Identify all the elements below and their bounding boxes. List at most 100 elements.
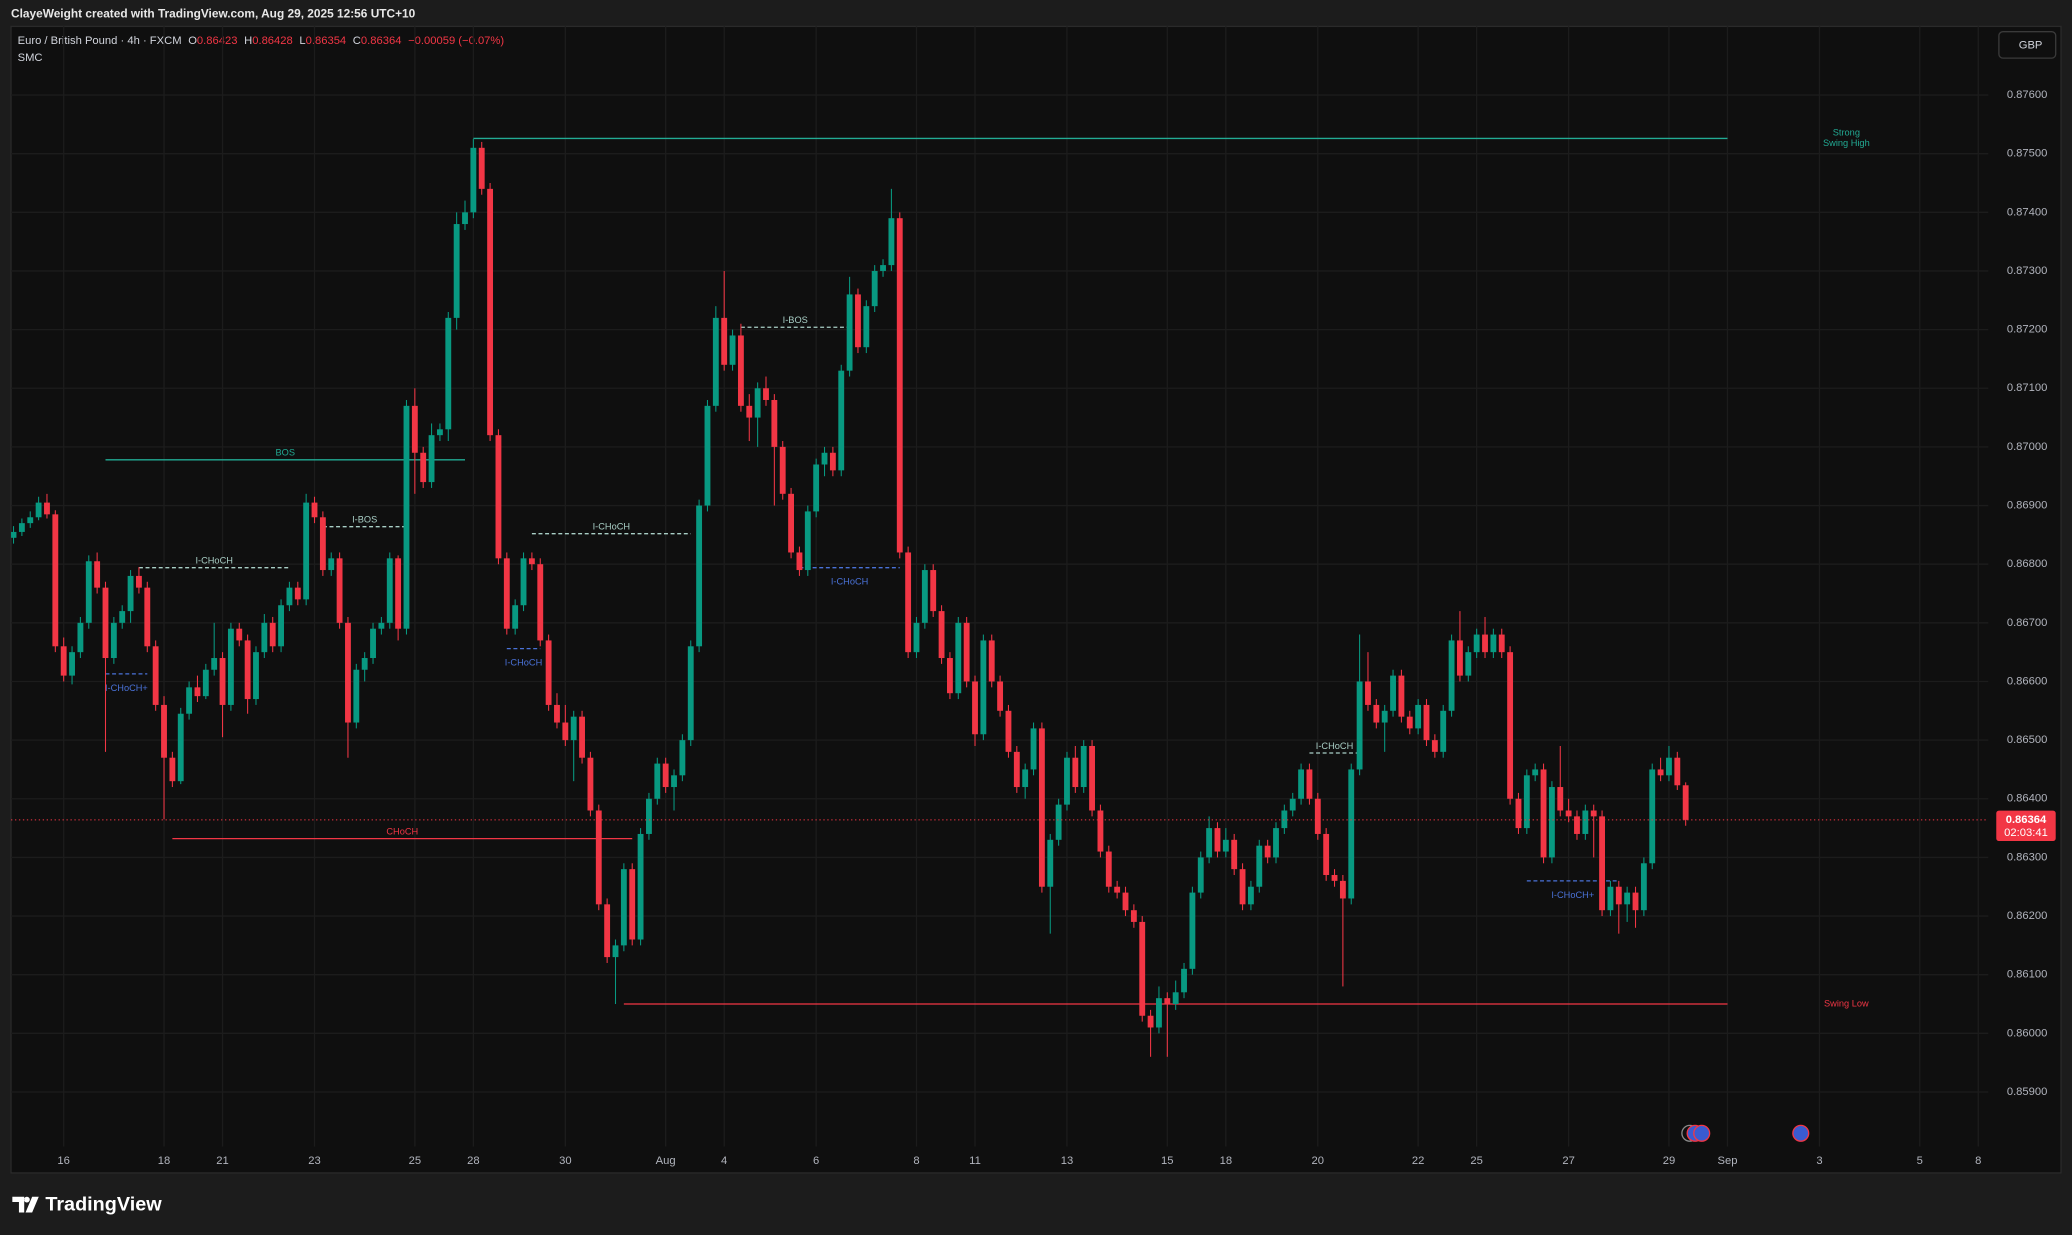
candle-body (1482, 634, 1488, 653)
candle-body (69, 652, 75, 676)
candle-body (1038, 728, 1045, 887)
candle-body (94, 561, 101, 588)
candle-body (1097, 810, 1104, 852)
candle-body (152, 646, 159, 705)
candle-body (671, 775, 677, 788)
chart-panel (10, 25, 2062, 1174)
candle-body (938, 611, 945, 659)
legend-value: 0.86423 (197, 35, 238, 47)
x-tick-label: 25 (409, 1155, 421, 1167)
candle-body (528, 558, 535, 565)
candle-body (829, 452, 836, 471)
legend-change: −0.00059 (−0.07%) (408, 35, 504, 47)
structure-label: I-BOS (783, 315, 808, 325)
x-tick-label: 5 (1917, 1155, 1923, 1167)
candle-body (119, 611, 126, 623)
candle-body (345, 622, 351, 723)
candle-body (1055, 804, 1062, 840)
y-tick-label: 0.86000 (2007, 1027, 2048, 1039)
candle-body (110, 622, 117, 659)
candle-body (1356, 681, 1363, 770)
candle-body (712, 317, 719, 406)
x-tick-label: Sep (1717, 1155, 1737, 1167)
candle-body (612, 945, 619, 958)
x-tick-label: 29 (1663, 1155, 1675, 1167)
candle-body (144, 587, 151, 647)
candle-body (1415, 704, 1422, 729)
x-tick-label: 15 (1161, 1155, 1173, 1167)
candle-body (386, 558, 393, 623)
candle-body (219, 658, 226, 705)
candle-body (788, 493, 795, 553)
candle-body (261, 622, 268, 653)
candle-body (646, 798, 652, 834)
y-tick-label: 0.87000 (2007, 441, 2048, 453)
candle-body (311, 502, 318, 518)
candle-body (997, 681, 1004, 711)
candle-body (955, 622, 962, 694)
candle-body (1172, 992, 1179, 1005)
candle-body (1189, 892, 1196, 969)
candle-body (269, 622, 276, 647)
candle-body (855, 294, 861, 348)
candle-body (253, 652, 259, 700)
candle-body (44, 502, 50, 515)
structure-label: BOS (275, 448, 295, 458)
y-tick-label: 0.87200 (2007, 324, 2048, 336)
candle-body (1398, 675, 1405, 717)
candle-body (921, 570, 928, 623)
event-icon[interactable] (1792, 1124, 1810, 1142)
candle-body (1632, 892, 1639, 911)
candle-body (487, 188, 494, 436)
candle-body (1197, 857, 1204, 893)
candle-body (554, 704, 560, 723)
candle-body (729, 335, 736, 365)
candle-body (278, 605, 284, 647)
candle-body (236, 628, 243, 641)
candle-body (1607, 886, 1614, 911)
candle-body (1523, 775, 1530, 829)
candle-body (470, 147, 477, 213)
candle-body (1339, 880, 1346, 899)
x-tick-label: 21 (216, 1155, 228, 1167)
y-tick-label: 0.87400 (2007, 206, 2048, 218)
candle-body (1448, 640, 1455, 711)
candle-body (428, 435, 435, 483)
candle-body (395, 558, 402, 629)
x-tick-label: 20 (1312, 1155, 1324, 1167)
candle-body (1498, 634, 1505, 653)
candle-body (286, 587, 293, 606)
candle-body (136, 575, 142, 588)
legend-key: H (244, 35, 252, 47)
candle-body (411, 405, 418, 453)
candle-body (654, 763, 661, 799)
candle-body (1206, 828, 1213, 858)
structure-label: I-CHoCH+ (1551, 890, 1594, 900)
candle-body (1515, 798, 1522, 829)
candle-body (169, 757, 176, 782)
candle-body (202, 669, 209, 697)
event-icon[interactable] (1693, 1124, 1711, 1142)
currency-label[interactable]: GBP (2019, 40, 2043, 52)
candle-body (1574, 816, 1580, 834)
logo: TradingView (12, 1194, 162, 1216)
candle-body (1072, 757, 1079, 788)
candle-body (370, 628, 376, 659)
y-tick-label: 0.86100 (2007, 969, 2048, 981)
candle-body (629, 869, 636, 940)
candle-body (1089, 745, 1095, 811)
legend-key: L (299, 35, 305, 47)
countdown-label: 02:03:41 (2004, 827, 2048, 839)
candle-body (1130, 910, 1137, 922)
candle-body (947, 658, 953, 694)
candle-body (462, 212, 468, 225)
candle-body (838, 370, 845, 471)
legend-value: 0.86428 (252, 35, 293, 47)
currency-button[interactable] (1998, 31, 2057, 59)
candle-body (1490, 634, 1497, 653)
logo-text: TradingView (45, 1194, 162, 1216)
candle-body (1264, 845, 1271, 858)
candle-body (587, 757, 594, 811)
x-tick-label: 23 (308, 1155, 320, 1167)
